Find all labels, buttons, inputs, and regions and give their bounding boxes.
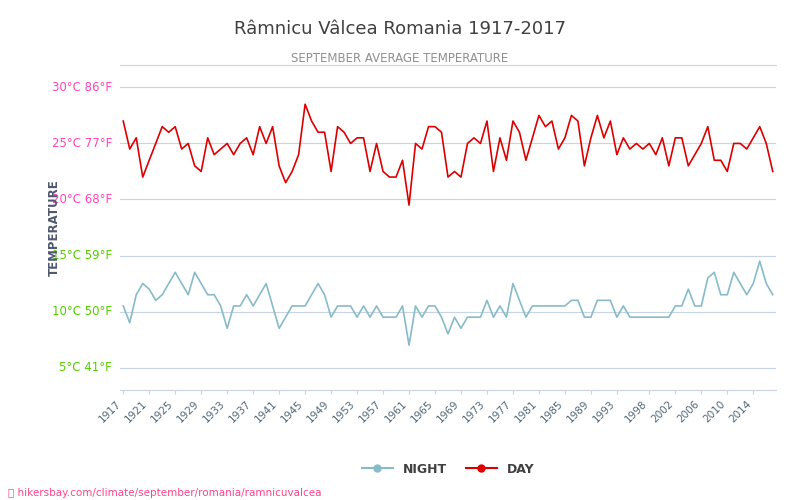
Text: 20°C 68°F: 20°C 68°F: [52, 193, 112, 206]
Text: 15°C 59°F: 15°C 59°F: [52, 249, 112, 262]
Text: Râmnicu Vâlcea Romania 1917-2017: Râmnicu Vâlcea Romania 1917-2017: [234, 20, 566, 38]
Text: 10°C 50°F: 10°C 50°F: [52, 305, 112, 318]
Legend: NIGHT, DAY: NIGHT, DAY: [357, 458, 539, 481]
Text: 📍 hikersbay.com/climate/september/romania/ramnicuvalcea: 📍 hikersbay.com/climate/september/romani…: [8, 488, 322, 498]
Text: TEMPERATURE: TEMPERATURE: [48, 179, 61, 276]
Text: 30°C 86°F: 30°C 86°F: [52, 81, 112, 94]
Text: 5°C 41°F: 5°C 41°F: [59, 361, 112, 374]
Text: 25°C 77°F: 25°C 77°F: [52, 137, 112, 150]
Text: SEPTEMBER AVERAGE TEMPERATURE: SEPTEMBER AVERAGE TEMPERATURE: [291, 52, 509, 66]
